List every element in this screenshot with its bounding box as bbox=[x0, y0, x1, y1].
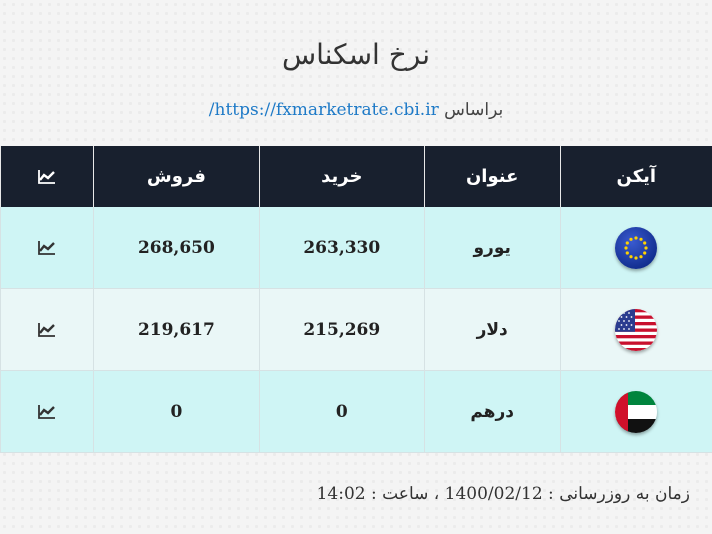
table-row-dollar: دلار 215,269 219,617 bbox=[0, 288, 712, 371]
page-title: نرخ اسکناس bbox=[281, 38, 431, 71]
chart-cell bbox=[0, 288, 94, 371]
table-row-dirham: درهم 0 0 bbox=[0, 370, 712, 453]
currency-name: دلار bbox=[423, 288, 561, 371]
source-line: براساس https://fxmarketrate.cbi.ir/ bbox=[0, 100, 712, 120]
buy-value: 0 bbox=[258, 370, 425, 453]
source-link[interactable]: https://fxmarketrate.cbi.ir/ bbox=[208, 100, 439, 120]
currency-name: درهم bbox=[423, 370, 561, 453]
sell-value: 268,650 bbox=[92, 207, 260, 289]
update-timestamp: زمان به روزرسانی : 1400/02/12 ، ساعت : 1… bbox=[316, 484, 690, 504]
flag-cell bbox=[559, 288, 712, 371]
header-name: عنوان bbox=[423, 146, 561, 207]
chart-icon bbox=[38, 170, 55, 184]
flag-cell bbox=[559, 207, 712, 289]
source-prefix: براساس bbox=[444, 100, 504, 120]
currency-name: یورو bbox=[423, 207, 561, 289]
header-sell: فروش bbox=[92, 146, 260, 207]
header-chart bbox=[0, 146, 94, 207]
table-header-row: آیکن عنوان خرید فروش bbox=[0, 146, 712, 207]
us-flag-icon bbox=[615, 308, 658, 351]
chart-icon[interactable] bbox=[38, 323, 56, 337]
header-icon: آیکن bbox=[559, 146, 712, 207]
chart-cell bbox=[0, 370, 94, 453]
buy-value: 215,269 bbox=[258, 288, 425, 371]
header-buy: خرید bbox=[258, 146, 425, 207]
rates-table: آیکن عنوان خرید فروش bbox=[0, 146, 712, 453]
flag-cell bbox=[559, 370, 712, 453]
sell-value: 0 bbox=[92, 370, 260, 453]
table-row-euro: یورو 263,330 268,650 bbox=[0, 207, 712, 289]
chart-cell bbox=[0, 207, 94, 289]
uae-flag-icon bbox=[615, 390, 658, 433]
chart-icon[interactable] bbox=[38, 241, 56, 255]
eu-flag-icon bbox=[615, 226, 658, 269]
buy-value: 263,330 bbox=[258, 207, 425, 289]
sell-value: 219,617 bbox=[92, 288, 260, 371]
chart-icon[interactable] bbox=[38, 405, 56, 419]
